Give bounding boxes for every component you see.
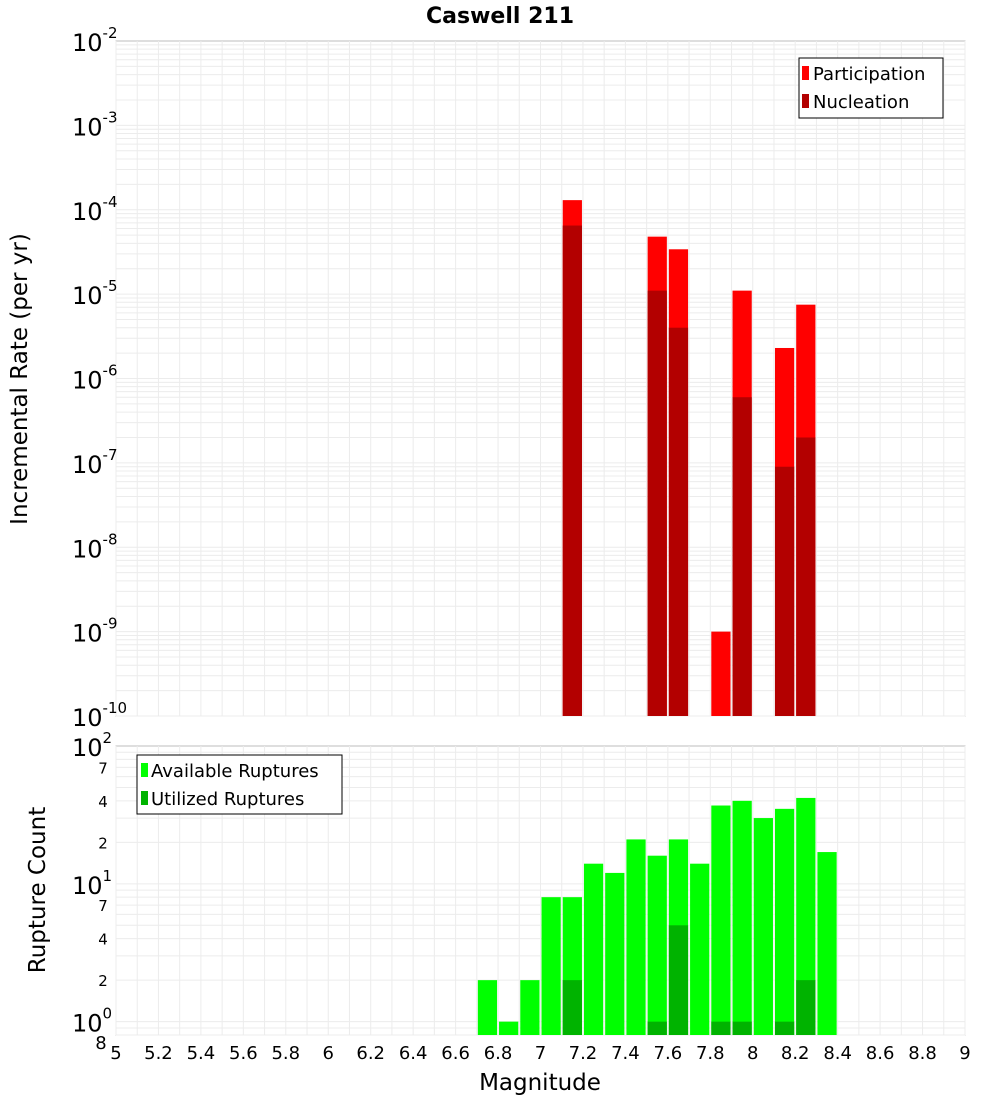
utilized-ruptures-bar [711,1021,731,1035]
nucleation-legend-swatch [802,94,809,108]
nucleation-bar [647,290,667,716]
available-ruptures-bar [477,980,498,1035]
rupture-y-tick-label: 100 [72,1005,112,1038]
available-ruptures-bar [626,839,646,1035]
rate-y-tick-label: 10-5 [72,277,118,310]
rupture-y-minor-tick-label: 2 [98,972,108,990]
nucleation-legend-label: Nucleation [813,92,909,113]
rate-y-tick-labels: 10-2 10-3 10-4 10-5 10-6 10-7 10-8 10-9 10-10 [72,24,127,732]
participation-legend-swatch [802,66,809,80]
available-ruptures-bar [605,872,625,1035]
magnitude-x-tick-label: 7.2 [569,1043,598,1064]
rupture-legend: Available Ruptures Utilized Ruptures [136,754,343,815]
magnitude-x-tick-label: 6.4 [399,1043,428,1064]
available-ruptures-bar [520,980,540,1035]
magnitude-x-tick-label: 5.2 [144,1043,173,1064]
utilized-ruptures-bar [562,980,582,1035]
rate-y-tick-label: 10-2 [72,24,118,57]
available-ruptures-bar [796,797,816,1035]
rupture-y-minor-tick-label: 8 [95,1033,106,1054]
rate-panel: 10-2 10-3 10-4 10-5 10-6 10-7 10-8 10-9 10-10 Ca… [7,4,966,732]
utilized-ruptures-bar [732,1021,752,1035]
magnitude-x-tick-label: 5.4 [187,1043,216,1064]
rupture-y-minor-tick-label: 7 [98,897,108,915]
rate-y-axis-title: Incremental Rate (per yr) [7,233,33,525]
magnitude-x-tick-label: 8.2 [781,1043,810,1064]
available-ruptures-legend-label: Available Ruptures [151,761,319,782]
magnitude-x-tick-label: 6.8 [484,1043,513,1064]
available-ruptures-bar [690,863,710,1035]
rupture-y-minor-tick-label: 7 [98,759,108,777]
magnitude-x-tick-label: 6.2 [356,1043,385,1064]
rate-legend: Participation Nucleation [798,57,944,119]
utilized-ruptures-legend-label: Utilized Ruptures [151,789,304,810]
magnitude-x-tick-label: 8.6 [866,1043,895,1064]
rupture-y-tick-label: 102 [72,729,112,762]
magnitude-x-tick-label: 7.6 [654,1043,683,1064]
chart-title: Caswell 211 [426,4,574,29]
x-axis-title: Magnitude [479,1070,601,1096]
magnitude-x-tick-label: 8 [747,1043,758,1064]
rupture-y-tick-label: 101 [72,867,112,900]
magnitude-x-tick-label: 6.6 [441,1043,470,1064]
utilized-ruptures-bar [774,1021,795,1035]
available-ruptures-bar [647,855,667,1035]
rupture-y-axis-title: Rupture Count [25,807,51,973]
available-ruptures-bar [583,863,604,1035]
utilized-ruptures-bar [668,925,689,1035]
available-ruptures-bar [774,808,795,1035]
rate-y-tick-label: 10-3 [72,108,118,141]
magnitude-x-tick-label: 9 [959,1043,970,1064]
magnitude-x-tick-label: 7 [535,1043,546,1064]
rupture-y-minor-tick-label: 4 [98,793,108,811]
rate-gridlines [115,41,966,717]
available-ruptures-bar [541,897,561,1035]
magnitude-x-tick-label: 7.4 [611,1043,640,1064]
rate-y-tick-label: 10-10 [72,699,127,732]
utilized-ruptures-bar [796,980,816,1035]
rate-y-tick-label: 10-9 [72,615,118,648]
utilized-ruptures-bar [647,1021,667,1035]
magnitude-x-tick-label: 5.8 [271,1043,300,1064]
rupture-y-minor-tick-label: 2 [98,834,108,852]
participation-bar [711,631,731,716]
rate-bars [562,200,816,716]
nucleation-bar [562,225,582,716]
nucleation-bar [774,466,795,716]
rupture-legend-box [136,754,343,815]
nucleation-bar [732,397,752,716]
available-ruptures-bar [817,852,837,1035]
available-ruptures-bar [711,805,731,1035]
rate-y-tick-label: 10-6 [72,362,118,395]
magnitude-x-tick-label: 5.6 [229,1043,258,1064]
rupture-bars [477,797,837,1035]
available-ruptures-bar [732,800,752,1035]
rate-y-tick-label: 10-4 [72,193,118,226]
rate-y-tick-label: 10-7 [72,446,118,479]
available-ruptures-bar [753,818,773,1035]
magnitude-x-tick-label: 7.8 [696,1043,725,1064]
nucleation-bar [668,327,689,716]
magnitude-x-tick-label: 8.4 [823,1043,852,1064]
magnitude-x-tick-label: 8.8 [908,1043,937,1064]
nucleation-bar [796,437,816,716]
available-ruptures-bar [499,1021,519,1035]
magnitude-x-tick-label: 5 [110,1043,121,1064]
rupture-y-minor-tick-label: 4 [98,931,108,949]
available-ruptures-legend-swatch [141,763,148,777]
utilized-ruptures-legend-swatch [141,791,148,805]
magnitude-x-tick-labels: 5 5.2 5.4 5.6 5.8 6 6.2 6.4 6.6 6.8 7 7.2 7.4 7.6 7.8 8… [110,1043,970,1064]
rate-legend-box [798,57,944,119]
participation-legend-label: Participation [813,64,925,85]
rate-y-tick-label: 10-8 [72,530,118,563]
magnitude-x-tick-label: 6 [323,1043,334,1064]
